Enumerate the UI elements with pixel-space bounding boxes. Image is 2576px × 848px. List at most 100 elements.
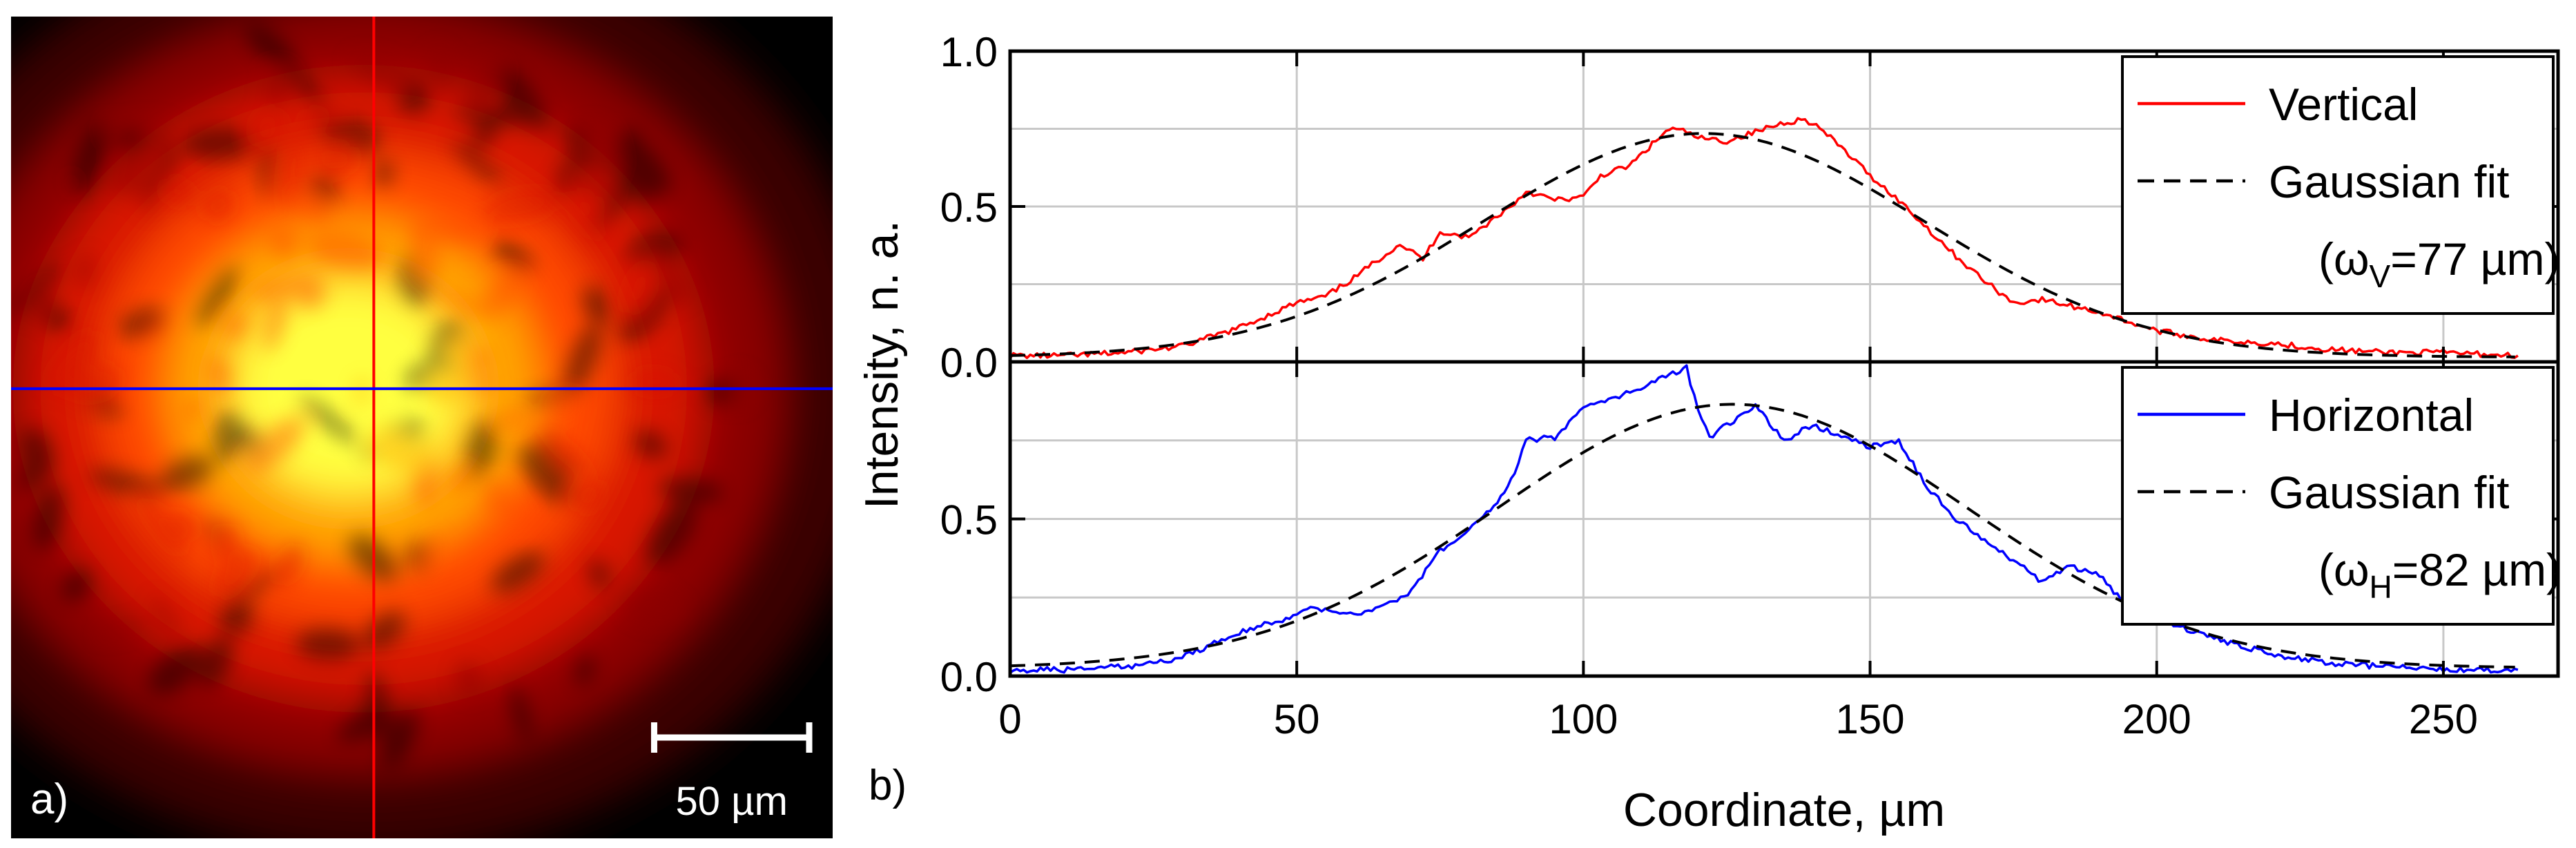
profile-chart: 0.0 0.5 1.0 0.0 0.5 0 50 100 150 200 250 Vertical G… (855, 29, 2562, 836)
profile-curve-bottom (1010, 364, 2519, 674)
legend-entry-label: Gaussian fit (2269, 467, 2510, 518)
beam-speckle (139, 497, 184, 557)
beam-speckle (465, 418, 497, 481)
beam-speckle (30, 287, 50, 322)
beam-speckle (89, 470, 166, 498)
scale-bar-label: 50 µm (676, 779, 788, 824)
beam-speckle (411, 436, 435, 478)
y-tick-label: 0.0 (940, 654, 998, 700)
beam-speckle (432, 287, 502, 320)
beam-speckle (564, 323, 602, 396)
beam-speckle (20, 436, 51, 494)
beam-speckle (708, 378, 737, 407)
beam-speckle (454, 104, 532, 125)
beam-speckle (572, 479, 605, 513)
beam-speckle (647, 499, 697, 566)
beam-speckle (219, 597, 253, 635)
beam-speckle (214, 409, 240, 464)
beam-speckle (224, 311, 246, 342)
y-tick-label: 0.5 (940, 184, 998, 231)
beam-speckle (95, 621, 146, 639)
panel-b-label: b) (869, 762, 907, 809)
y-tick-label: 0.5 (940, 497, 998, 543)
beam-speckle (588, 120, 617, 174)
beam-speckle (626, 232, 682, 269)
beam-speckle (182, 127, 257, 160)
beam-speckle (314, 140, 357, 177)
x-tick-label: 250 (2409, 696, 2478, 742)
chart-curves (1010, 117, 2519, 674)
beam-speckle (245, 416, 305, 473)
legend-entry-label: Horizontal (2269, 389, 2474, 441)
beam-speckle (268, 227, 300, 259)
x-tick-label: 50 (1274, 696, 1320, 742)
chart-tick-labels: 0.0 0.5 1.0 0.0 0.5 0 50 100 150 200 250 (940, 29, 2478, 742)
beam-speckle (11, 264, 64, 318)
beam-speckle (293, 192, 331, 222)
beam-speckle (248, 278, 304, 298)
beam-speckle (467, 57, 499, 104)
beam-speckle (554, 148, 590, 195)
beam-speckle (32, 483, 64, 551)
x-tick-label: 100 (1549, 696, 1618, 742)
beam-speckle (151, 595, 181, 635)
legend-beam-width-note: (ωV=77 µm) (2318, 233, 2559, 294)
beam-speckle (623, 591, 687, 626)
beam-speckle (575, 655, 594, 686)
beam-speckle (510, 686, 531, 740)
beam-speckle (110, 142, 168, 196)
legend-top: Vertical Gaussian fit (ωV=77 µm) (2121, 55, 2559, 315)
beam-speckle (540, 426, 594, 476)
legend-box (2121, 55, 2555, 315)
beam-speckle (264, 295, 287, 352)
chart-legends: Vertical Gaussian fit (ωV=77 µm) Horizontal… (2121, 55, 2562, 626)
beam-speckle (623, 259, 657, 314)
beam-speckle (208, 355, 231, 395)
beam-speckle (226, 563, 289, 606)
beam-speckle (263, 68, 291, 107)
beam-speckle (447, 341, 473, 373)
beam-speckle (482, 481, 528, 526)
beam-speckle (650, 257, 685, 296)
beam-speckle (197, 267, 240, 327)
beam-speckle (492, 240, 534, 272)
beam-speckle (160, 456, 214, 490)
beam-speckle (280, 57, 328, 114)
beam-speckle (198, 635, 233, 688)
panel-a-label: a) (30, 775, 68, 823)
x-axis-label: Coordinate, µm (1623, 784, 1945, 836)
beam-speckle (374, 160, 394, 186)
beam-speckle (217, 523, 239, 548)
beam-speckle (382, 709, 419, 769)
beam-speckle (148, 645, 205, 695)
beam-speckle (569, 172, 611, 198)
beam-speckle (537, 439, 583, 474)
beam-speckle (519, 443, 574, 504)
beam-speckle (409, 216, 440, 281)
y-axis-label: Intensity, n. a. (855, 220, 908, 509)
beam-speckle (46, 330, 100, 392)
beam-speckle-texture (11, 25, 755, 769)
beam-speckle (367, 671, 389, 717)
beam-speckle (299, 396, 359, 445)
beam-speckle (449, 468, 470, 494)
gaussian-fit-curve-top (1010, 132, 2515, 358)
legend-entry-label: Vertical (2269, 79, 2418, 130)
beam-speckle (589, 559, 609, 589)
plot-frame-bottom (1008, 360, 2560, 678)
beam-speckle (348, 52, 417, 90)
beam-speckle (71, 121, 109, 196)
beam-speckle (481, 189, 559, 223)
beam-speckle (213, 553, 253, 597)
beam-intensity-map (11, 17, 833, 838)
beam-speckle (472, 119, 498, 148)
beam-speckle (355, 376, 368, 407)
beam-speckle (185, 396, 202, 422)
beam-speckle (452, 140, 506, 189)
gaussian-fit-curve-bottom (1010, 403, 2515, 669)
beam-speckle (280, 130, 306, 209)
beam-speckle (117, 150, 155, 216)
beam-speckle (492, 64, 547, 128)
scale-bar: 50 µm (650, 722, 813, 824)
